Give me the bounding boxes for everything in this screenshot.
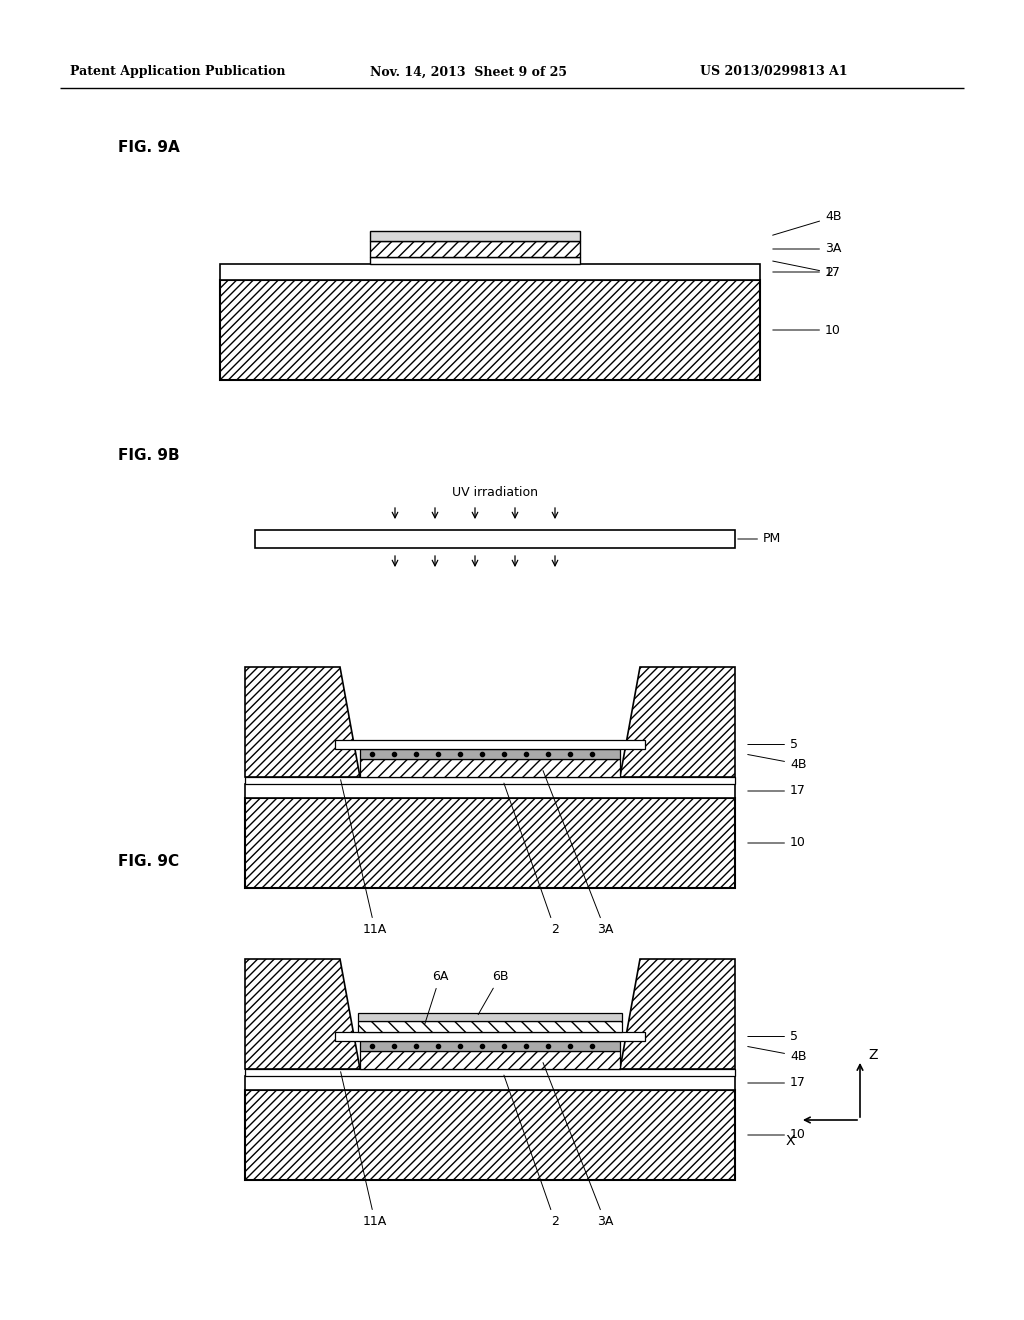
Bar xyxy=(335,1032,645,1041)
Text: 3A: 3A xyxy=(543,1063,613,1228)
Text: 2: 2 xyxy=(504,783,559,936)
Bar xyxy=(220,264,760,280)
Text: 3A: 3A xyxy=(773,243,842,256)
Text: UV irradiation: UV irradiation xyxy=(452,486,538,499)
Bar xyxy=(358,1020,622,1032)
Bar xyxy=(220,280,760,380)
Text: 5: 5 xyxy=(748,1030,798,1043)
Text: 6A: 6A xyxy=(425,970,449,1024)
Bar xyxy=(370,257,580,264)
Text: 4B: 4B xyxy=(773,210,842,235)
Text: US 2013/0299813 A1: US 2013/0299813 A1 xyxy=(700,66,848,78)
Text: 17: 17 xyxy=(748,784,806,797)
Text: 17: 17 xyxy=(748,1077,806,1089)
Bar xyxy=(245,1076,735,1090)
Text: 17: 17 xyxy=(773,265,841,279)
Text: 3A: 3A xyxy=(543,771,613,936)
Text: 10: 10 xyxy=(773,323,841,337)
Bar xyxy=(245,777,735,784)
Text: FIG. 9B: FIG. 9B xyxy=(118,447,179,462)
Text: 11A: 11A xyxy=(341,780,387,936)
Bar xyxy=(360,1041,620,1051)
Text: 2: 2 xyxy=(504,1074,559,1228)
Bar xyxy=(360,748,620,759)
Bar xyxy=(358,1012,622,1020)
Text: 10: 10 xyxy=(748,837,806,850)
Text: Patent Application Publication: Patent Application Publication xyxy=(70,66,286,78)
Text: 4B: 4B xyxy=(748,1047,807,1063)
Text: X: X xyxy=(785,1134,795,1148)
Text: Nov. 14, 2013  Sheet 9 of 25: Nov. 14, 2013 Sheet 9 of 25 xyxy=(370,66,567,78)
Text: FIG. 9A: FIG. 9A xyxy=(118,140,180,156)
Bar xyxy=(245,1069,735,1076)
Bar xyxy=(360,759,620,777)
Text: Z: Z xyxy=(868,1048,878,1063)
Bar xyxy=(370,242,580,257)
Bar xyxy=(370,231,580,242)
Polygon shape xyxy=(620,667,735,777)
Text: 11A: 11A xyxy=(341,1072,387,1228)
Text: PM: PM xyxy=(737,532,781,545)
Bar xyxy=(255,531,735,548)
Polygon shape xyxy=(245,960,360,1069)
Bar xyxy=(335,741,645,748)
Text: 4B: 4B xyxy=(748,755,807,771)
Polygon shape xyxy=(245,667,360,777)
Bar xyxy=(245,784,735,799)
Bar xyxy=(245,799,735,888)
Bar xyxy=(360,1051,620,1069)
Text: 2: 2 xyxy=(773,261,833,279)
Text: FIG. 9C: FIG. 9C xyxy=(118,854,179,870)
Polygon shape xyxy=(620,960,735,1069)
Bar xyxy=(245,1090,735,1180)
Text: 6B: 6B xyxy=(478,970,508,1015)
Text: 5: 5 xyxy=(748,738,798,751)
Text: 10: 10 xyxy=(748,1129,806,1142)
